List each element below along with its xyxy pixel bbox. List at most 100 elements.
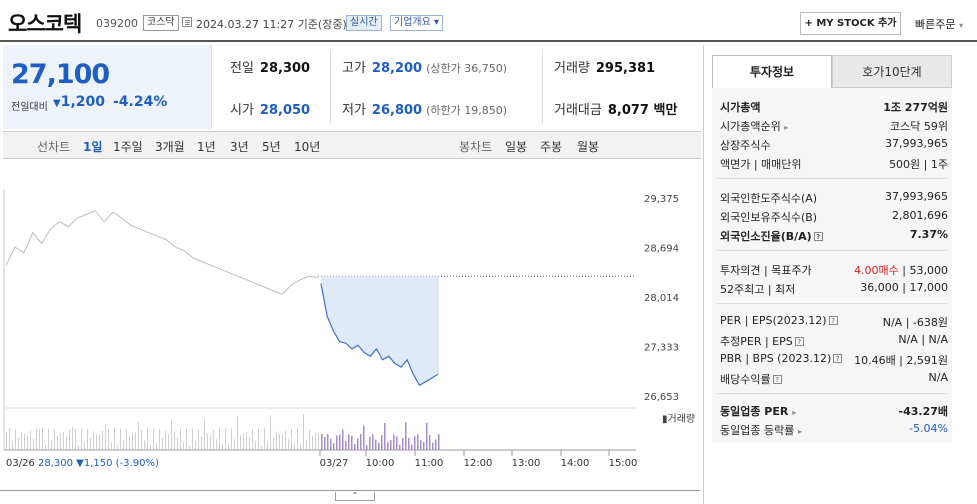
y-tick-label: 27,333	[644, 343, 679, 354]
x-tick-label: 12:00	[464, 458, 493, 469]
tab-orderbook[interactable]: 호가10단계	[832, 55, 952, 88]
volume-bar	[183, 441, 184, 450]
period-monthly[interactable]: 월봉	[577, 140, 600, 154]
period-weekly[interactable]: 주봉	[540, 140, 563, 154]
period-10y[interactable]: 10년	[294, 140, 321, 154]
period-5y[interactable]: 5년	[262, 140, 281, 154]
volume-bar	[393, 434, 395, 450]
volume-bar	[18, 437, 19, 450]
today-line	[320, 283, 439, 387]
volume-bar	[69, 429, 70, 450]
listed-shares-value: 37,993,965	[885, 137, 948, 150]
volume-bar	[249, 436, 250, 450]
sector-change-label[interactable]: 동일업종 등락률 ▸	[720, 424, 802, 437]
volume-bar	[354, 444, 356, 450]
period-3m[interactable]: 3개월	[155, 140, 185, 154]
help-icon[interactable]: ?	[794, 337, 804, 346]
period-1y[interactable]: 1년	[197, 140, 216, 154]
volume-bar	[114, 428, 115, 450]
volume-bar	[222, 443, 223, 450]
calendar-icon	[182, 17, 192, 27]
collapse-button[interactable]: ⌃	[335, 492, 375, 501]
sector-per-value: -43.27배	[898, 405, 948, 418]
volume-bar	[51, 439, 52, 450]
divider	[717, 250, 947, 251]
volume-bar	[330, 439, 332, 450]
volume-bar	[420, 440, 422, 450]
x-tick-label: 13:00	[512, 458, 541, 469]
stat-amount: 거래대금 8,077 백만	[554, 103, 678, 118]
sector-per-label[interactable]: 동일업종 PER ▸	[720, 405, 797, 418]
volume-bar	[213, 430, 214, 450]
volume-bar	[246, 431, 247, 450]
foreign-holding-label: 외국인보유주식수(B)	[720, 211, 818, 224]
volume-bar	[204, 417, 205, 450]
volume-bar	[144, 440, 145, 450]
x-tick-label: 15:00	[609, 458, 638, 469]
volume-bar	[219, 428, 220, 450]
volume-bar	[96, 433, 97, 450]
volume-bar	[390, 440, 392, 450]
volume-bar	[273, 437, 274, 450]
foreign-holding-value: 2,801,696	[892, 209, 948, 222]
volume-bar	[210, 435, 211, 450]
tab-invest-info[interactable]: 투자정보	[712, 55, 832, 88]
volume-bar	[318, 432, 319, 450]
par-value-label: 액면가 | 매매단위	[720, 158, 802, 171]
period-1w[interactable]: 1주일	[113, 140, 143, 154]
chevron-up-icon: ⌃	[351, 491, 359, 500]
volume-bar	[432, 442, 434, 450]
price-stats: 전일 28,300 고가 28,200 (상한가 36,750) 거래량 295,381…	[211, 45, 701, 129]
volume-bar	[66, 436, 67, 450]
volume-bar	[147, 428, 148, 450]
volume-bar	[357, 438, 359, 450]
volume-bar	[387, 442, 389, 450]
volume-bar	[90, 437, 91, 450]
volume-bar	[279, 433, 280, 450]
add-mystock-button[interactable]: + MY STOCK 추가	[800, 12, 901, 35]
volume-bar	[60, 432, 61, 450]
chart-bottom-bar: ⌃	[0, 490, 700, 504]
volume-bar	[270, 415, 271, 450]
stock-header: 오스코텍 039200 코스닥 2024.03.27 11:27 기준(장중) …	[0, 0, 977, 42]
listed-shares-label: 상장주식수	[720, 139, 771, 152]
52w-label: 52주최고 | 최저	[720, 283, 796, 296]
period-3y[interactable]: 3년	[230, 140, 249, 154]
period-1d[interactable]: 1일	[83, 140, 103, 154]
volume-bar	[15, 429, 16, 450]
volume-bar	[336, 435, 338, 450]
help-icon[interactable]: ?	[813, 232, 823, 241]
current-price: 27,100	[11, 59, 110, 90]
prev-day-line	[5, 210, 319, 295]
volume-bar	[228, 443, 229, 450]
divider	[542, 50, 543, 124]
realtime-badge[interactable]: 실시간	[346, 15, 382, 31]
volume-bar	[12, 441, 13, 450]
volume-bar	[135, 432, 136, 450]
volume-bar	[285, 430, 286, 450]
x-tick-label: 10:00	[366, 458, 395, 469]
x-tick-label: 14:00	[561, 458, 590, 469]
line-chart-label: 선차트	[37, 140, 71, 154]
help-icon[interactable]: ?	[833, 354, 843, 363]
quick-order-link[interactable]: 빠른주문 ▾	[915, 18, 963, 31]
chart-period-bar: 선차트 1일 1주일 3개월 1년 3년 5년 10년 봉차트 일봉 주봉 월봉	[3, 131, 701, 159]
help-icon[interactable]: ?	[828, 316, 838, 325]
datetime-label: 2024.03.27 11:27 기준(장중)	[196, 18, 347, 31]
volume-bar	[369, 436, 371, 450]
corp-overview-dropdown[interactable]: 기업개요 ▾	[390, 15, 443, 31]
market-cap-rank-label[interactable]: 시가총액순위 ▸	[720, 120, 789, 133]
period-daily[interactable]: 일봉	[505, 140, 528, 154]
current-price-panel: 27,100 전일대비 ▼1,200 -4.24%	[3, 45, 211, 129]
divider	[717, 393, 947, 394]
volume-bar	[159, 428, 160, 450]
volume-bar	[87, 429, 88, 450]
est-per-eps-label: 추정PER | EPS?	[720, 333, 804, 349]
volume-bar	[429, 435, 431, 450]
volume-bar	[123, 440, 124, 450]
help-icon[interactable]: ?	[772, 375, 782, 384]
y-tick-label: 28,694	[644, 244, 679, 255]
volume-bar	[6, 432, 7, 450]
par-value-value: 500원 | 1주	[889, 158, 948, 171]
per-eps-label: PER | EPS(2023.12)?	[720, 314, 838, 327]
